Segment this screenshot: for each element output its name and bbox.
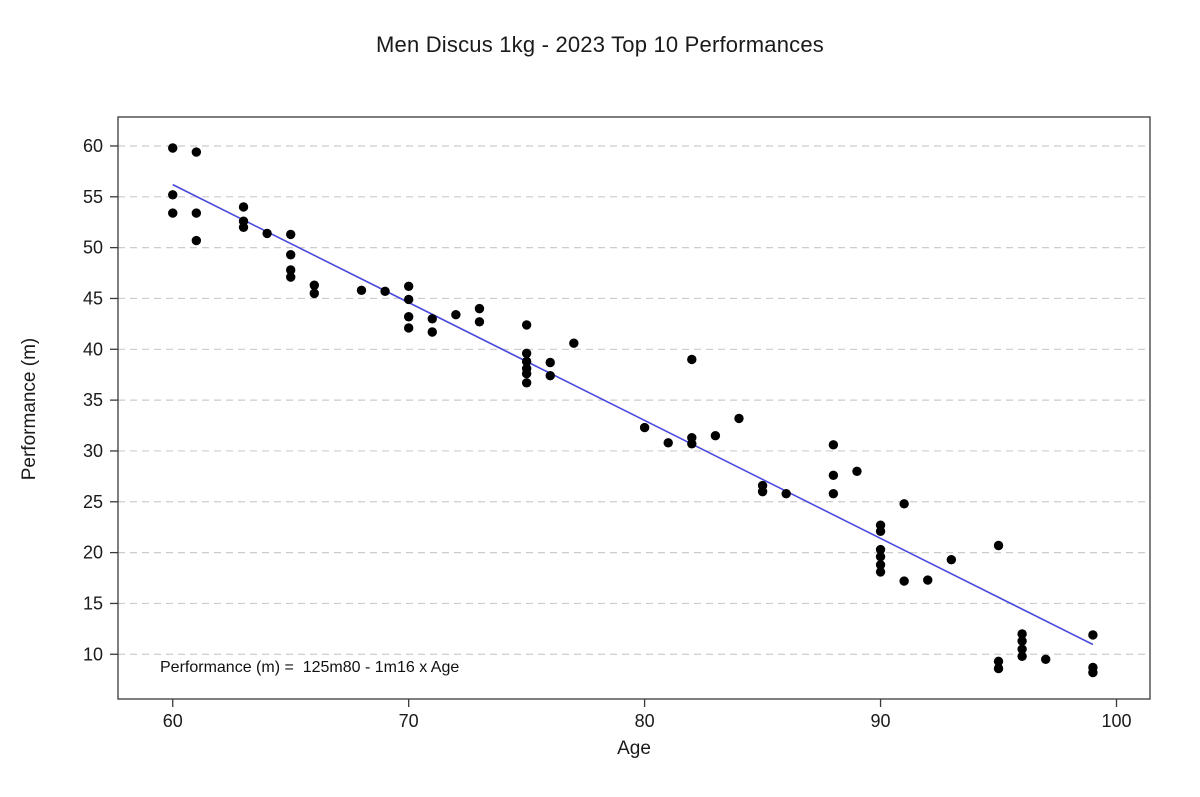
y-tick-label: 40 (83, 339, 103, 359)
data-point (875, 560, 886, 570)
data-point (899, 499, 909, 509)
data-point (168, 190, 178, 200)
y-tick-label: 45 (83, 288, 103, 308)
data-point (545, 371, 555, 381)
data-point (710, 431, 721, 441)
data-point (1088, 630, 1098, 640)
data-point (828, 488, 839, 499)
data-point (852, 466, 862, 476)
data-point (427, 327, 437, 337)
data-point (1017, 651, 1027, 662)
data-point (993, 540, 1004, 551)
data-point (875, 567, 886, 577)
data-point (286, 250, 296, 260)
data-point (286, 229, 296, 240)
y-tick-label: 10 (83, 644, 103, 664)
data-point (238, 222, 249, 233)
data-point (734, 413, 744, 424)
data-point (403, 312, 414, 322)
y-tick-label: 30 (83, 441, 103, 461)
data-point (309, 288, 320, 299)
data-point (899, 576, 909, 586)
data-point (1041, 654, 1051, 665)
regression-equation: Performance (m) = 125m80 - 1m16 x Age (160, 659, 460, 676)
data-point (356, 285, 367, 296)
data-point (168, 143, 178, 153)
data-point (569, 338, 579, 348)
data-point (946, 555, 957, 565)
data-point (403, 281, 414, 291)
data-point (757, 486, 768, 497)
data-point (286, 272, 296, 282)
y-tick-label: 60 (83, 136, 103, 156)
data-point (687, 354, 697, 365)
data-point (875, 544, 886, 555)
data-point (875, 526, 886, 536)
x-tick-label: 100 (1101, 711, 1131, 731)
y-tick-label: 35 (83, 390, 103, 410)
trend-line (172, 183, 1094, 646)
data-point (380, 286, 390, 297)
data-point (781, 488, 791, 499)
data-point (521, 356, 532, 367)
y-tick-label: 55 (83, 187, 103, 207)
data-point (451, 310, 461, 320)
y-tick-label: 50 (83, 238, 103, 258)
data-point (168, 208, 178, 218)
data-point (521, 348, 532, 359)
data-point (828, 440, 839, 450)
data-point (639, 422, 650, 433)
data-point (545, 357, 555, 368)
data-point (521, 368, 532, 379)
y-tick-label: 15 (83, 593, 103, 613)
data-point (828, 470, 839, 481)
chart-title: Men Discus 1kg - 2023 Top 10 Performance… (375, 32, 825, 57)
data-point (238, 202, 249, 212)
data-point (875, 551, 886, 562)
x-tick-label: 70 (399, 711, 419, 731)
data-point (923, 575, 933, 585)
data-point (309, 280, 320, 290)
data-point (1017, 644, 1027, 654)
data-point (663, 438, 673, 448)
data-point (521, 320, 532, 330)
data-point (687, 439, 697, 449)
data-point (403, 294, 414, 305)
data-point (403, 323, 414, 333)
data-point (191, 235, 202, 246)
data-point (262, 228, 272, 239)
x-tick-label: 60 (163, 711, 183, 731)
data-point (474, 317, 485, 327)
x-tick-label: 80 (635, 711, 655, 731)
plot-frame (117, 116, 1151, 700)
x-tick-label: 90 (871, 711, 891, 731)
data-point (993, 656, 1004, 667)
y-tick-label: 20 (83, 543, 103, 563)
data-point (1017, 629, 1027, 639)
x-axis-label: Age (617, 738, 651, 759)
data-point (286, 265, 296, 275)
data-point (993, 663, 1004, 674)
data-point (427, 314, 437, 324)
data-point (474, 303, 485, 314)
data-point (521, 378, 532, 388)
data-point (191, 208, 202, 218)
data-point (1017, 636, 1027, 646)
data-point (191, 147, 202, 157)
y-tick-label: 25 (83, 492, 103, 512)
data-point (1088, 667, 1098, 678)
